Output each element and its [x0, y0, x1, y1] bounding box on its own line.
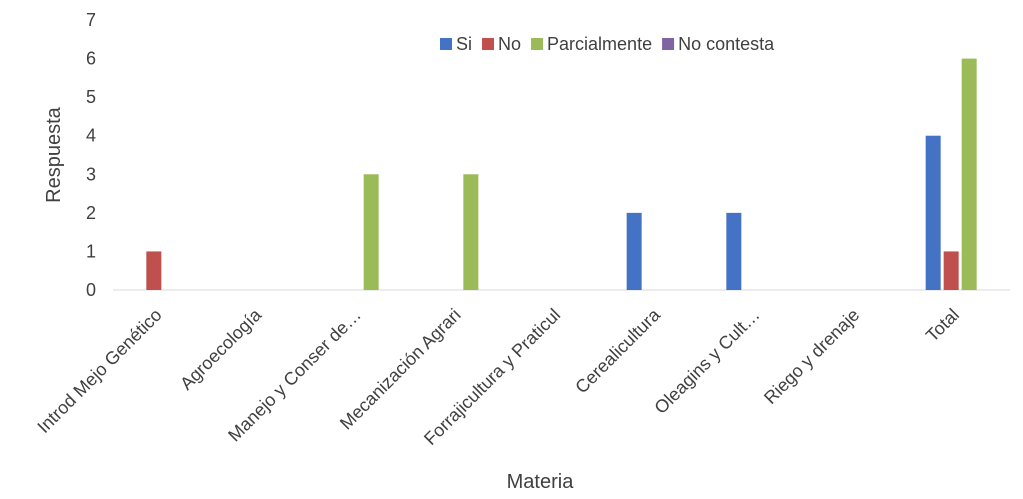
bar-si	[925, 135, 941, 290]
legend-item-si: Si	[440, 34, 472, 54]
bar-si	[726, 212, 742, 290]
y-tick-label: 5	[86, 87, 96, 107]
bar-no	[943, 251, 959, 290]
y-tick-label: 6	[86, 49, 96, 69]
y-tick-label: 4	[86, 126, 96, 146]
bar-parcialmente	[363, 174, 379, 290]
y-tick-label: 3	[86, 164, 96, 184]
y-tick-label: 0	[86, 280, 96, 300]
bar-no	[146, 251, 162, 290]
legend-label: Si	[456, 34, 472, 54]
legend-swatch	[482, 38, 495, 50]
x-tick-label: Riego y drenaje	[760, 305, 863, 408]
bar-parcialmente	[961, 58, 977, 291]
x-tick-label: Oleagins y Cult…	[650, 305, 763, 418]
legend: Si No Parcialmente No contesta	[440, 34, 775, 54]
legend-label: Parcialmente	[547, 34, 652, 54]
y-tick-label: 7	[86, 10, 96, 30]
x-tick-label: Agroecología	[176, 304, 266, 394]
bar-parcialmente	[463, 174, 479, 290]
y-axis-ticks: 0 1 2 3 4 5 6 7	[86, 10, 96, 300]
legend-swatch	[440, 38, 452, 50]
x-tick-label: Total	[922, 305, 963, 346]
legend-swatch	[662, 38, 675, 50]
legend-item-parcialmente: Parcialmente	[531, 34, 652, 54]
legend-label: No	[498, 34, 521, 54]
x-tick-label: Introd Mejo Genético	[33, 305, 165, 437]
legend-swatch	[531, 38, 544, 50]
x-tick-label: Cerealicultura	[571, 304, 664, 397]
legend-label: No contesta	[678, 34, 775, 54]
legend-item-no-contesta: No contesta	[662, 34, 775, 54]
y-tick-label: 1	[86, 241, 96, 261]
legend-item-no: No	[482, 34, 521, 54]
x-axis-title: Materia	[507, 471, 575, 493]
y-tick-label: 2	[86, 203, 96, 223]
bar-si	[626, 212, 642, 290]
bars	[146, 58, 977, 291]
y-axis-title: Respuesta	[43, 106, 65, 202]
